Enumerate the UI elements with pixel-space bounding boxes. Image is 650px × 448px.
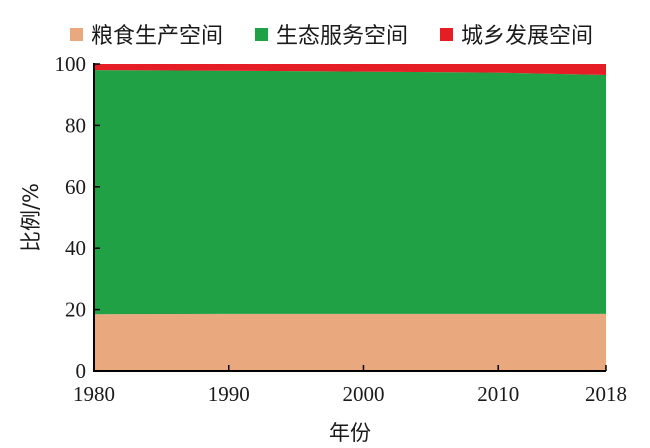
- legend-label: 生态服务空间: [276, 24, 408, 49]
- y-tick-label: 20: [65, 298, 86, 322]
- y-axis-title: 比例/%: [19, 183, 43, 252]
- axes: [93, 63, 606, 372]
- legend-item-2: 生态服务空间: [255, 24, 408, 49]
- y-tick-label: 40: [65, 236, 86, 260]
- y-tick-label: 0: [76, 359, 87, 383]
- legend: 粮食生产空间 生态服务空间 城乡发展空间: [70, 24, 593, 49]
- y-tick-label: 60: [65, 175, 86, 199]
- legend-item-3: 城乡发展空间: [440, 24, 593, 49]
- area-series-1: [94, 313, 606, 371]
- y-tick-label: 80: [65, 113, 86, 137]
- legend-swatch: [440, 28, 453, 41]
- area-series-2: [94, 70, 606, 315]
- legend-swatch: [255, 28, 268, 41]
- legend-label: 城乡发展空间: [461, 24, 593, 49]
- y-tick-label: 100: [55, 52, 87, 76]
- legend-item-1: 粮食生产空间: [70, 24, 223, 49]
- x-tick-label: 1980: [73, 382, 115, 406]
- plot-areas: [94, 64, 606, 371]
- area-series-3: [94, 64, 606, 76]
- x-tick-label: 2018: [585, 382, 627, 406]
- x-tick-label: 2000: [342, 382, 384, 406]
- x-tick-label: 1990: [208, 382, 250, 406]
- legend-label: 粮食生产空间: [91, 24, 223, 49]
- legend-swatch: [70, 28, 83, 41]
- x-axis-title: 年份: [329, 421, 371, 445]
- x-tick-label: 2010: [477, 382, 519, 406]
- ticks: 0 20 40 60 80 100 1980 1990 2000 2010 2018: [55, 52, 628, 406]
